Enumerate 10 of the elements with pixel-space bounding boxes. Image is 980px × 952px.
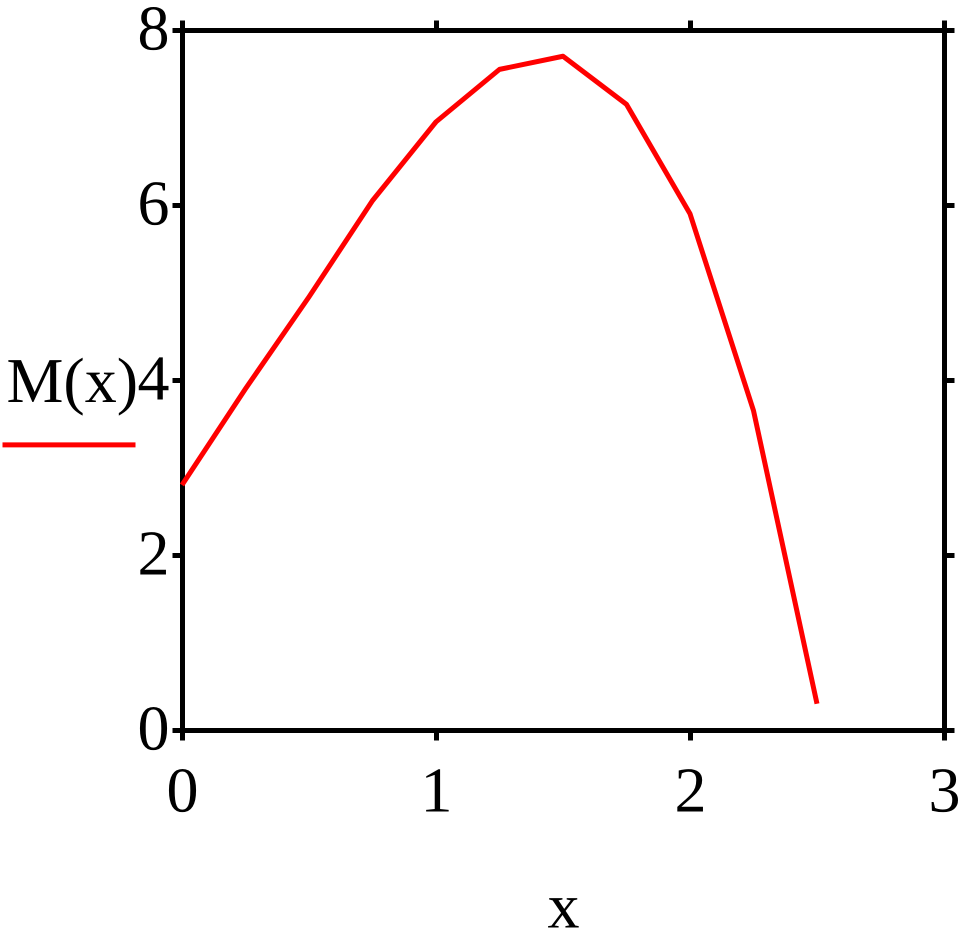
y-tick-label: 8 bbox=[138, 0, 170, 64]
y-tick-label: 6 bbox=[138, 168, 170, 238]
series-label: M(x) bbox=[6, 345, 138, 416]
x-tick-label: 1 bbox=[420, 754, 452, 826]
y-tick-label: 0 bbox=[138, 692, 170, 764]
y-tick-label: 2 bbox=[138, 518, 170, 588]
x-tick-label: 3 bbox=[928, 754, 960, 826]
x-axis-title: x bbox=[548, 870, 580, 942]
x-tick-label: 2 bbox=[674, 754, 706, 826]
y-tick-label: 4 bbox=[138, 342, 170, 414]
